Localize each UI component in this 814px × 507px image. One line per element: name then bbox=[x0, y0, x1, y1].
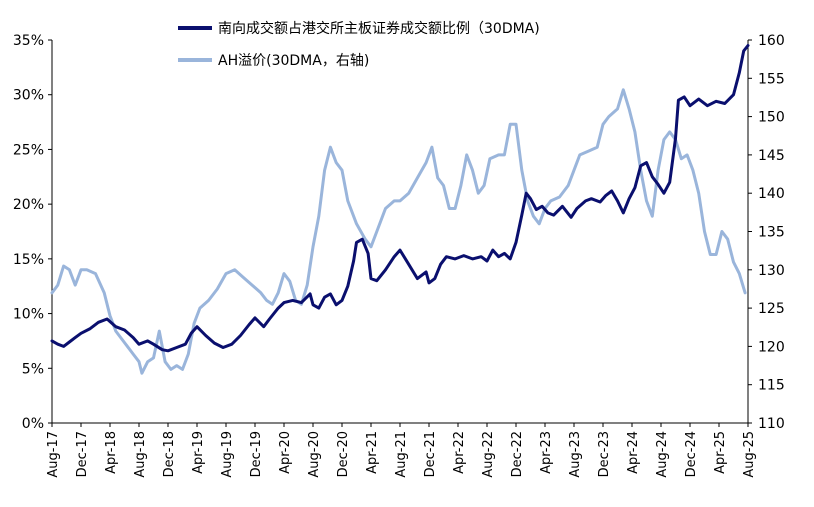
x-tick-label: Dec-19 bbox=[249, 431, 264, 477]
x-tick-label: Dec-21 bbox=[423, 431, 438, 477]
legend-label-ah-premium: AH溢价(30DMA，右轴) bbox=[218, 53, 369, 69]
x-tick-label: Aug-21 bbox=[394, 431, 409, 478]
x-tick-label: Dec-24 bbox=[684, 431, 699, 477]
x-tick-label: Dec-22 bbox=[510, 431, 525, 477]
x-tick-label: Dec-17 bbox=[75, 431, 90, 477]
y-right-tick-label: 135 bbox=[758, 225, 785, 241]
y-right-tick-label: 125 bbox=[758, 301, 785, 317]
x-tick-label: Aug-19 bbox=[220, 431, 235, 478]
x-tick-label: Dec-23 bbox=[597, 431, 612, 477]
x-tick-label: Apr-25 bbox=[713, 431, 728, 474]
x-tick-label: Aug-25 bbox=[742, 431, 757, 478]
y-right-tick-label: 140 bbox=[758, 186, 785, 202]
y-left-tick-label: 35% bbox=[13, 33, 44, 49]
x-tick-label: Aug-23 bbox=[568, 431, 583, 478]
y-left-tick-label: 10% bbox=[13, 307, 44, 323]
y-right-tick-label: 115 bbox=[758, 378, 785, 394]
series-layer bbox=[50, 44, 750, 375]
legend: 南向成交额占港交所主板证券成交额比例（30DMA) AH溢价(30DMA，右轴) bbox=[178, 20, 540, 69]
y-right-tick-label: 160 bbox=[758, 33, 785, 49]
series-line-ah-premium bbox=[50, 88, 747, 375]
y-right-tick-label: 145 bbox=[758, 148, 785, 164]
y-left-tick-label: 30% bbox=[13, 88, 44, 104]
x-tick-label: Apr-24 bbox=[626, 431, 641, 474]
y-right-tick-label: 130 bbox=[758, 263, 785, 279]
x-tick-label: Aug-20 bbox=[307, 431, 322, 478]
x-tick-label: Apr-19 bbox=[191, 431, 206, 474]
x-tick-label: Aug-17 bbox=[46, 431, 61, 478]
series-line-southbound bbox=[50, 44, 750, 353]
y-left-tick-label: 25% bbox=[13, 142, 44, 158]
x-tick-label: Aug-24 bbox=[655, 431, 670, 478]
y-left-tick-label: 5% bbox=[22, 361, 44, 377]
x-tick-label: Apr-21 bbox=[365, 431, 380, 474]
legend-label-southbound: 南向成交额占港交所主板证券成交额比例（30DMA) bbox=[218, 20, 540, 37]
y-left-tick-label: 0% bbox=[22, 416, 44, 432]
axes: 0% 5% 10% 15% 20% 25% 30% 35% 110 115 120 125 130 135… bbox=[13, 33, 785, 478]
x-tick-label: Apr-18 bbox=[104, 431, 119, 474]
y-left-tick-label: 15% bbox=[13, 252, 44, 268]
x-tick-label: Apr-20 bbox=[278, 431, 293, 474]
x-tick-label: Dec-20 bbox=[336, 431, 351, 477]
x-tick-label: Dec-18 bbox=[162, 431, 177, 477]
x-tick-label: Aug-22 bbox=[481, 431, 496, 478]
y-right-tick-label: 155 bbox=[758, 71, 785, 87]
x-tick-label: Apr-23 bbox=[539, 431, 554, 474]
y-left-tick-label: 20% bbox=[13, 197, 44, 213]
y-right-tick-label: 120 bbox=[758, 339, 785, 355]
y-right-tick-label: 110 bbox=[758, 416, 785, 432]
x-tick-label: Apr-22 bbox=[452, 431, 467, 474]
x-tick-label: Aug-18 bbox=[133, 431, 148, 478]
y-right-tick-label: 150 bbox=[758, 110, 785, 126]
